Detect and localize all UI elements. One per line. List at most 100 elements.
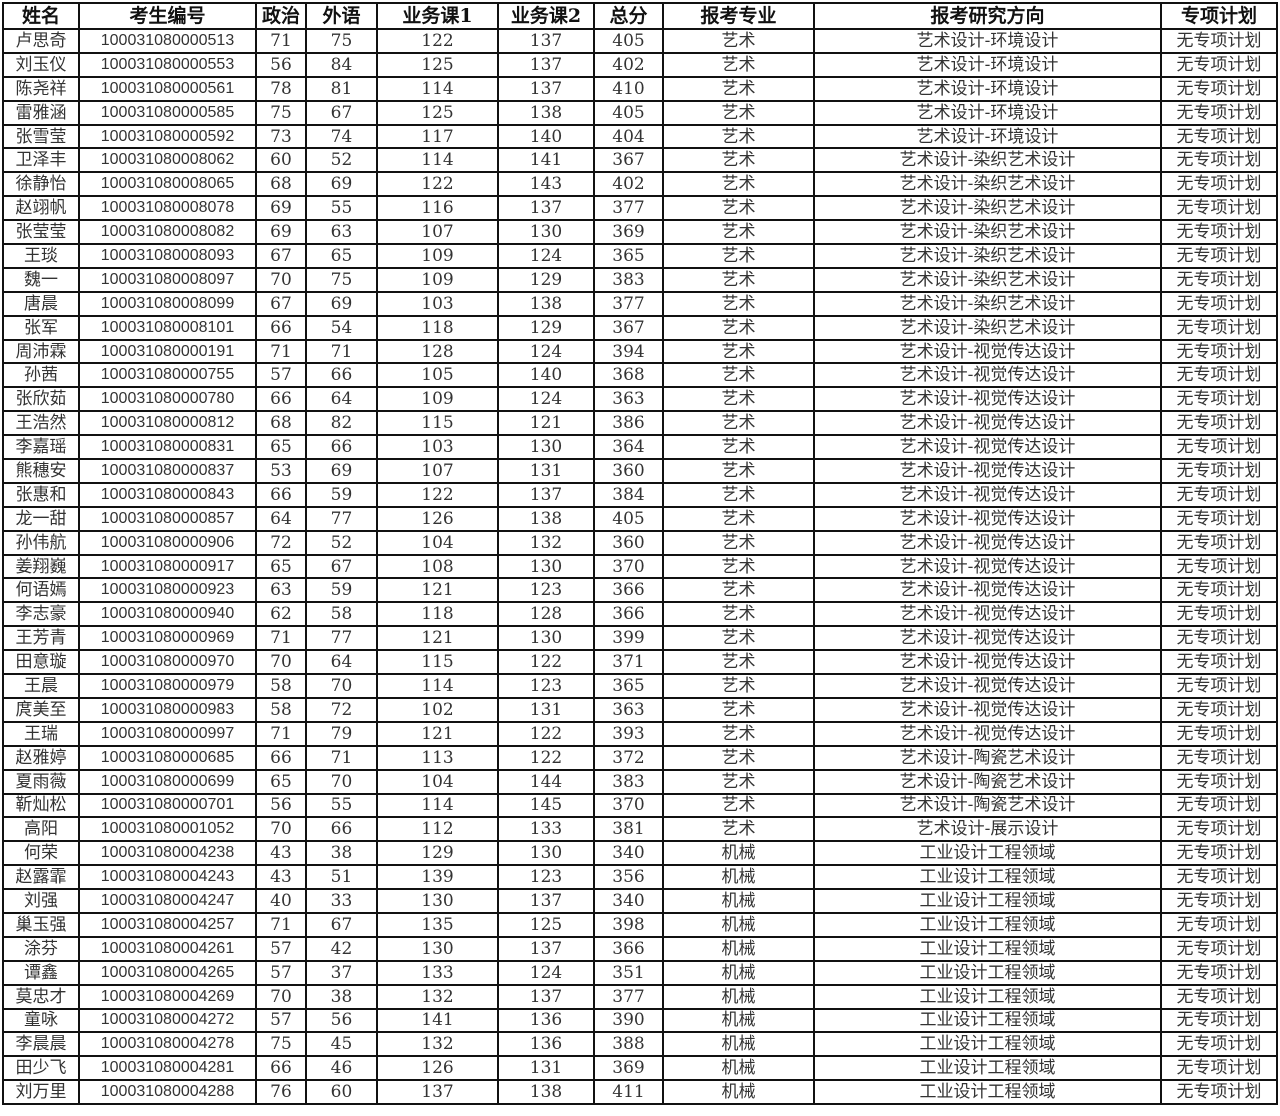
table-row: 陈尧祥 100031080000561 78 81 114 137 410 艺术 艺术设计-环境… xyxy=(2,75,1278,102)
politics-cell: 40 xyxy=(255,888,307,914)
foreign-language-cell: 55 xyxy=(305,195,378,222)
research-direction-cell: 艺术设计-染织艺术设计 xyxy=(813,219,1162,246)
candidate-id-cell: 100031080000940 xyxy=(78,601,257,628)
subject-2-cell: 137 xyxy=(497,195,595,222)
candidate-id-cell: 100031080000701 xyxy=(78,792,257,819)
name-cell: 姜翔巍 xyxy=(2,553,80,580)
candidate-id-cell: 100031080004272 xyxy=(78,1007,257,1034)
foreign-language-cell: 67 xyxy=(305,99,378,126)
candidate-id-cell: 100031080000970 xyxy=(78,649,257,676)
special-program-cell: 无专项计划 xyxy=(1160,123,1278,150)
special-program-cell: 无专项计划 xyxy=(1160,458,1278,484)
table-row: 何荣 100031080004238 43 38 129 130 340 机械 工业设计工程领域… xyxy=(2,840,1278,867)
subject-1-cell: 125 xyxy=(376,99,499,126)
candidate-id-cell: 100031080008097 xyxy=(78,266,257,293)
special-program-cell: 无专项计划 xyxy=(1160,577,1278,604)
total-cell: 377 xyxy=(593,195,664,222)
total-cell: 383 xyxy=(593,266,664,293)
subject-2-cell: 137 xyxy=(497,888,595,914)
politics-cell: 57 xyxy=(255,935,307,962)
subject-1-cell: 109 xyxy=(376,243,499,269)
name-cell: 巢玉强 xyxy=(2,911,80,938)
name-cell: 张欣茹 xyxy=(2,386,80,413)
table-row: 巢玉强 100031080004257 71 67 135 125 398 机械 工业设计工程领… xyxy=(2,911,1278,938)
politics-cell: 56 xyxy=(255,51,307,78)
table-row: 李晨晨 100031080004278 75 45 132 136 388 机械 工业设计工程领… xyxy=(2,1031,1278,1058)
foreign-language-cell: 60 xyxy=(305,1079,378,1106)
table-row: 王芳青 100031080000969 71 77 121 130 399 艺术 艺术设计-视觉… xyxy=(2,625,1278,652)
subject-2-cell: 137 xyxy=(497,75,595,102)
header-research-direction: 报考研究方向 xyxy=(813,2,1162,30)
special-program-cell: 无专项计划 xyxy=(1160,840,1278,867)
candidate-id-cell: 100031080004257 xyxy=(78,911,257,938)
research-direction-cell: 艺术设计-视觉传达设计 xyxy=(813,505,1162,532)
total-cell: 360 xyxy=(593,529,664,556)
research-direction-cell: 工业设计工程领域 xyxy=(813,888,1162,914)
candidate-id-cell: 100031080004247 xyxy=(78,888,257,914)
foreign-language-cell: 65 xyxy=(305,243,378,269)
name-cell: 熊穗安 xyxy=(2,458,80,484)
candidate-id-cell: 100031080000906 xyxy=(78,529,257,556)
candidate-id-cell: 100031080000983 xyxy=(78,696,257,723)
subject-1-cell: 112 xyxy=(376,816,499,843)
special-program-cell: 无专项计划 xyxy=(1160,505,1278,532)
subject-2-cell: 136 xyxy=(497,1031,595,1058)
table-row: 熊穗安 100031080000837 53 69 107 131 360 艺术 艺术设计-视觉… xyxy=(2,458,1278,484)
research-direction-cell: 艺术设计-视觉传达设计 xyxy=(813,458,1162,484)
table-row: 张欣茹 100031080000780 66 64 109 124 363 艺术 艺术设计-视觉… xyxy=(2,386,1278,413)
subject-2-cell: 136 xyxy=(497,1007,595,1034)
politics-cell: 71 xyxy=(255,28,307,54)
name-cell: 李志豪 xyxy=(2,601,80,628)
candidate-id-cell: 100031080000553 xyxy=(78,51,257,78)
candidate-id-cell: 100031080008078 xyxy=(78,195,257,222)
special-program-cell: 无专项计划 xyxy=(1160,75,1278,102)
research-direction-cell: 艺术设计-环境设计 xyxy=(813,99,1162,126)
total-cell: 372 xyxy=(593,744,664,771)
major-cell: 艺术 xyxy=(662,51,815,78)
table-row: 田意璇 100031080000970 70 64 115 122 371 艺术 艺术设计-视觉… xyxy=(2,649,1278,676)
subject-2-cell: 122 xyxy=(497,720,595,747)
foreign-language-cell: 69 xyxy=(305,171,378,198)
foreign-language-cell: 58 xyxy=(305,601,378,628)
foreign-language-cell: 84 xyxy=(305,51,378,78)
foreign-language-cell: 67 xyxy=(305,911,378,938)
table-row: 刘万里 100031080004288 76 60 137 138 411 机械 工业设计工程领… xyxy=(2,1079,1278,1106)
research-direction-cell: 艺术设计-视觉传达设计 xyxy=(813,362,1162,389)
subject-2-cell: 130 xyxy=(497,625,595,652)
research-direction-cell: 工业设计工程领域 xyxy=(813,840,1162,867)
header-name: 姓名 xyxy=(2,2,80,30)
special-program-cell: 无专项计划 xyxy=(1160,266,1278,293)
candidate-id-cell: 100031080000812 xyxy=(78,410,257,437)
candidate-id-cell: 100031080000780 xyxy=(78,386,257,413)
name-cell: 庹美至 xyxy=(2,696,80,723)
research-direction-cell: 艺术设计-视觉传达设计 xyxy=(813,553,1162,580)
research-direction-cell: 艺术设计-视觉传达设计 xyxy=(813,338,1162,365)
foreign-language-cell: 52 xyxy=(305,529,378,556)
major-cell: 艺术 xyxy=(662,290,815,317)
special-program-cell: 无专项计划 xyxy=(1160,649,1278,676)
politics-cell: 57 xyxy=(255,1007,307,1034)
special-program-cell: 无专项计划 xyxy=(1160,28,1278,54)
research-direction-cell: 艺术设计-视觉传达设计 xyxy=(813,410,1162,437)
foreign-language-cell: 46 xyxy=(305,1055,378,1082)
total-cell: 371 xyxy=(593,649,664,676)
major-cell: 艺术 xyxy=(662,720,815,747)
research-direction-cell: 艺术设计-视觉传达设计 xyxy=(813,481,1162,508)
politics-cell: 75 xyxy=(255,1031,307,1058)
total-cell: 365 xyxy=(593,243,664,269)
subject-1-cell: 104 xyxy=(376,529,499,556)
name-cell: 童咏 xyxy=(2,1007,80,1034)
name-cell: 唐晨 xyxy=(2,290,80,317)
research-direction-cell: 工业设计工程领域 xyxy=(813,1031,1162,1058)
major-cell: 艺术 xyxy=(662,744,815,771)
table-row: 田少飞 100031080004281 66 46 126 131 369 机械 工业设计工程领… xyxy=(2,1055,1278,1082)
major-cell: 机械 xyxy=(662,959,815,986)
subject-1-cell: 132 xyxy=(376,983,499,1010)
subject-2-cell: 137 xyxy=(497,481,595,508)
subject-2-cell: 123 xyxy=(497,577,595,604)
subject-2-cell: 138 xyxy=(497,505,595,532)
major-cell: 艺术 xyxy=(662,147,815,174)
subject-1-cell: 132 xyxy=(376,1031,499,1058)
table-row: 姜翔巍 100031080000917 65 67 108 130 370 艺术 艺术设计-视觉… xyxy=(2,553,1278,580)
